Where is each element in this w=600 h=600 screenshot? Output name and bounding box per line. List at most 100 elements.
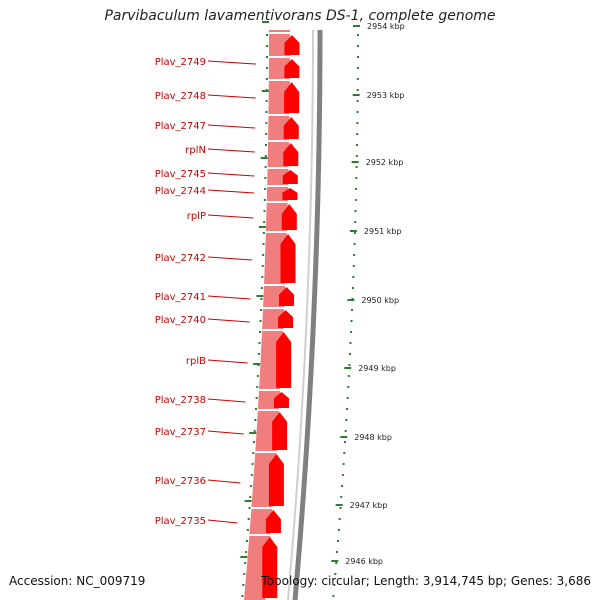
inner-tick	[255, 397, 258, 399]
outer-tick	[344, 430, 347, 432]
gene-label-leader	[207, 318, 250, 323]
gene-label-leader	[207, 189, 255, 194]
outer-tick	[356, 133, 359, 135]
gene-arrow	[282, 188, 298, 200]
major-tick-inner	[253, 363, 261, 365]
outer-tick	[344, 441, 347, 443]
major-tick-inner	[249, 432, 257, 434]
gene-label-leader	[207, 172, 255, 177]
inner-tick	[265, 56, 268, 58]
scale-label: 2954 kbp	[367, 22, 405, 31]
gene-track-separator	[268, 56, 290, 58]
inner-tick	[246, 529, 249, 531]
gene-arrow	[283, 117, 299, 139]
gene-label: Plav_2748	[155, 91, 206, 102]
outer-tick	[335, 562, 338, 564]
major-tick-inner	[256, 295, 264, 297]
gene-arrow	[284, 35, 300, 55]
gene-track-separator	[249, 534, 271, 536]
major-tick-inner	[261, 21, 269, 23]
gene-label-leader	[207, 148, 255, 153]
outer-tick	[354, 210, 357, 212]
gene-label: Plav_2735	[155, 516, 206, 527]
genome-backbone-inner	[287, 29, 314, 600]
outer-tick	[351, 309, 354, 311]
inner-tick	[265, 45, 268, 47]
gene-track-separator	[267, 185, 289, 187]
scale-label: 2951 kbp	[364, 227, 402, 236]
gene-arrow	[284, 59, 300, 78]
outer-tick	[333, 584, 336, 586]
gene-arrow	[279, 287, 295, 306]
gene-label-leader	[207, 214, 254, 219]
gene-arrow	[268, 454, 284, 506]
gene-label: Plav_2740	[155, 315, 206, 326]
outer-tick	[334, 573, 337, 575]
outer-tick	[356, 67, 359, 69]
inner-tick	[255, 408, 258, 410]
major-tick	[331, 560, 339, 562]
inner-tick	[245, 551, 248, 553]
inner-tick	[257, 353, 260, 355]
gene-arrow	[273, 392, 289, 408]
inner-tick	[244, 562, 247, 564]
inner-tick	[262, 243, 265, 245]
inner-tick	[259, 320, 262, 322]
outer-tick	[356, 78, 359, 80]
inner-tick	[263, 210, 266, 212]
gene-track-separator	[251, 507, 273, 509]
inner-tick	[256, 375, 259, 377]
inner-tick	[265, 67, 268, 69]
inner-tick	[252, 452, 255, 454]
inner-tick	[245, 540, 248, 542]
outer-tick	[354, 199, 357, 201]
gene-arrow	[283, 143, 299, 166]
gene-label: rplB	[186, 356, 206, 367]
outer-tick	[338, 518, 341, 520]
outer-tick	[352, 265, 355, 267]
gene-label-leader	[207, 124, 256, 129]
gene-label: Plav_2745	[155, 169, 206, 180]
inner-tick	[262, 232, 265, 234]
outer-tick	[332, 595, 335, 597]
inner-tick	[263, 221, 266, 223]
inner-tick	[251, 463, 254, 465]
outer-tick	[352, 276, 355, 278]
outer-tick	[336, 540, 339, 542]
inner-tick	[265, 78, 268, 80]
inner-tick	[241, 595, 244, 597]
major-tick	[340, 436, 348, 438]
outer-tick	[348, 353, 351, 355]
inner-tick	[242, 584, 245, 586]
gene-arrow	[276, 332, 292, 388]
outer-tick	[353, 243, 356, 245]
gene-arrow	[281, 204, 297, 230]
gene-label: Plav_2737	[155, 427, 206, 438]
scale-label: 2947 kbp	[350, 501, 388, 510]
outer-tick	[341, 485, 344, 487]
outer-tick	[356, 34, 359, 36]
outer-tick	[354, 221, 357, 223]
outer-tick	[340, 496, 343, 498]
outer-tick	[356, 89, 359, 91]
gene-label: Plav_2744	[155, 186, 206, 197]
inner-tick	[256, 386, 259, 388]
major-tick-inner	[261, 90, 269, 92]
outer-tick	[347, 386, 350, 388]
gene-label: Plav_2749	[155, 57, 206, 68]
outer-tick	[342, 463, 345, 465]
inner-tick	[260, 287, 263, 289]
outer-tick	[356, 111, 359, 113]
gene-track-separator	[268, 114, 290, 116]
gene-arrow	[278, 310, 294, 328]
gene-arrow	[272, 412, 288, 450]
gene-label-leader	[207, 359, 248, 364]
inner-tick	[258, 342, 261, 344]
inner-tick	[265, 133, 268, 135]
outer-tick	[353, 254, 356, 256]
genome-backbone	[292, 29, 323, 600]
inner-tick	[265, 111, 268, 113]
outer-tick	[356, 100, 359, 102]
gene-track-separator	[255, 451, 277, 453]
